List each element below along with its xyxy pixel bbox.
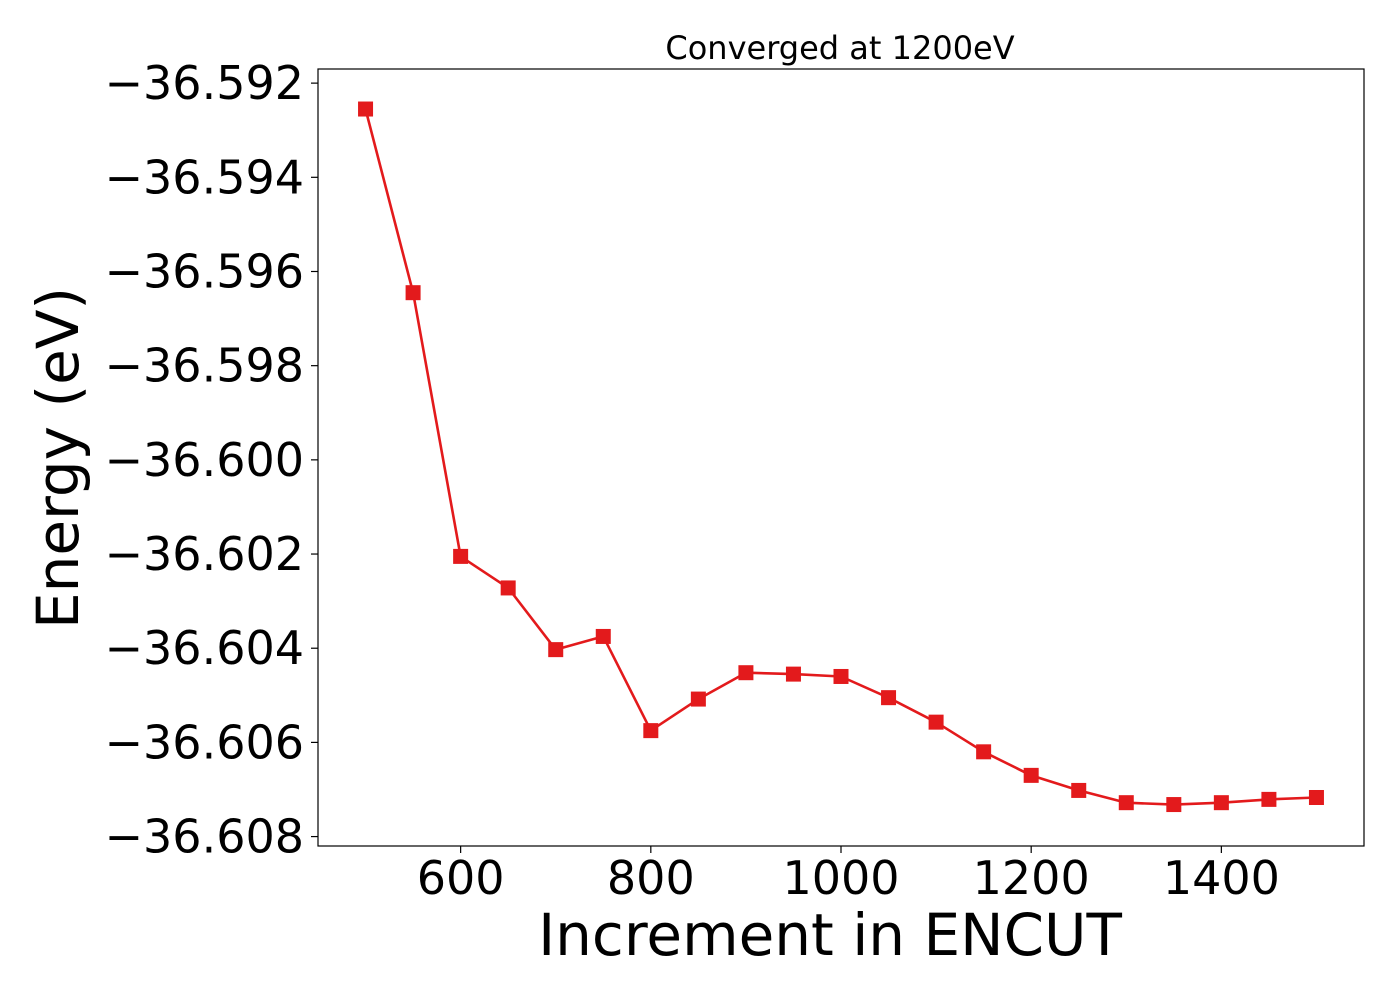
x-tick-label: 1000 [782,851,899,905]
data-point-marker [690,691,706,707]
data-point-marker [976,744,992,760]
data-point-marker [548,642,564,658]
data-point-marker [1166,797,1182,813]
data-point-marker [405,285,421,301]
y-tick-label: −36.600 [105,433,305,487]
data-point-marker [738,665,754,681]
data-point-marker [500,580,516,596]
y-tick-label: −36.602 [105,527,305,581]
plot-area-frame [317,68,1365,847]
y-tick-label: −36.594 [105,150,305,204]
data-point-marker [785,666,801,682]
y-tick-label: −36.592 [105,56,305,110]
data-point-marker [358,101,374,117]
data-point-marker [453,548,469,564]
y-tick-label: −36.596 [105,244,305,298]
y-tick-label: −36.608 [105,810,305,864]
data-point-marker [833,668,849,684]
data-point-marker [643,723,659,739]
data-point-marker [1308,789,1324,805]
data-point-marker [928,714,944,730]
y-axis: −36.608 −36.606 −36.604 −36.602 −36.600 −36.5… [105,56,318,864]
x-tick-label: 1200 [973,851,1090,905]
data-point-marker [595,628,611,644]
data-point-marker [1071,782,1087,798]
y-tick-label: −36.598 [105,339,305,393]
x-axis: 600 800 1000 1200 1400 [417,846,1280,905]
data-point-marker [1023,767,1039,783]
x-tick-label: 600 [417,851,505,905]
y-tick-label: −36.604 [105,621,305,675]
x-tick-label: 1400 [1163,851,1280,905]
y-axis-label: Energy (eV) [24,287,92,629]
data-point-marker [1261,791,1277,807]
x-axis-label: Increment in ENCUT [538,901,1122,969]
y-tick-label: −36.606 [105,715,305,769]
series-line [364,108,1317,806]
series-layer [358,101,1324,813]
chart-title: Converged at 1200eV [665,29,1014,67]
data-point-marker [1213,795,1229,811]
data-point-marker [1118,795,1134,811]
x-tick-label: 800 [607,851,695,905]
data-point-marker [881,690,897,706]
